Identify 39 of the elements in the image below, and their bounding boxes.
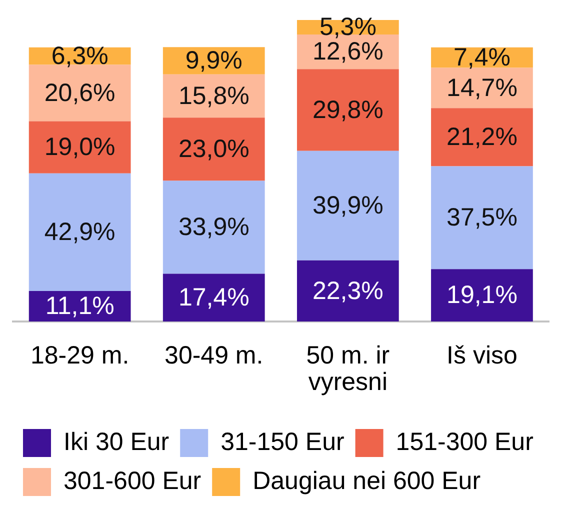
legend-label: 301-600 Eur: [64, 466, 202, 495]
bar: [162, 274, 265, 322]
data-label: 39,9%: [312, 191, 384, 220]
data-label: 22,3%: [312, 276, 384, 305]
bar: [28, 121, 131, 174]
data-label: 42,9%: [44, 218, 116, 246]
legend-label: Daugiau nei 600 Eur: [252, 466, 481, 495]
data-label: 17,4%: [178, 284, 250, 312]
data-label: 20,6%: [44, 78, 116, 107]
bar: [431, 108, 533, 166]
bar: [162, 180, 265, 274]
legend-label: 31-150 Eur: [220, 428, 344, 456]
data-label: 19,0%: [44, 133, 116, 162]
x-tick-label: 18-29 m.: [30, 342, 130, 370]
data-label: 37,5%: [446, 204, 518, 232]
data-label: 23,0%: [178, 135, 250, 164]
x-tick-label: Iš viso: [446, 342, 518, 370]
bar: [162, 118, 265, 181]
data-label: 19,1%: [446, 281, 518, 310]
legend-label: Iki 30 Eur: [64, 428, 170, 456]
data-label: 29,8%: [312, 96, 384, 124]
bar: [431, 166, 533, 270]
data-label: 15,8%: [178, 82, 250, 110]
legend-label: 151-300 Eur: [396, 428, 534, 456]
bar: [296, 69, 399, 151]
bar: [296, 150, 399, 260]
data-label: 11,1%: [45, 292, 114, 320]
x-tick-label: 30-49 m.: [164, 342, 264, 370]
data-label: 9,9%: [185, 46, 242, 75]
data-label: 14,7%: [446, 74, 518, 102]
data-label: 6,3%: [51, 42, 108, 70]
data-label: 7,4%: [453, 43, 510, 72]
bar: [431, 269, 533, 322]
bar: [296, 260, 399, 322]
bar: [431, 68, 533, 108]
data-label: 21,2%: [446, 123, 518, 152]
data-label: 33,9%: [178, 213, 250, 242]
x-tick-label: 50 m. ir vyresni: [306, 342, 390, 396]
bar: [28, 173, 131, 292]
